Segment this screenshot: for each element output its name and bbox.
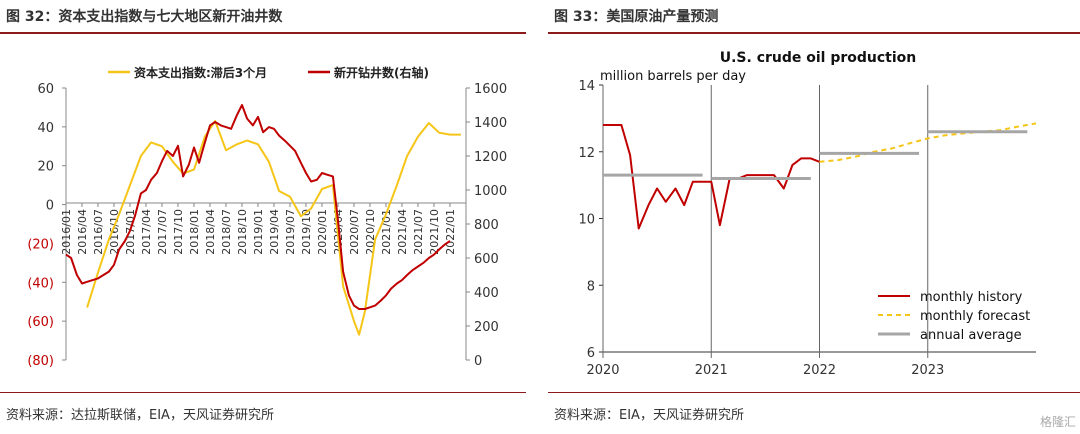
figure-33-source: 资料来源：EIA，天风证券研究所 xyxy=(554,408,744,423)
legend-history-label: monthly history xyxy=(920,290,1023,305)
left-y-tick-label: 20 xyxy=(37,160,54,175)
right-y-tick-label: 1400 xyxy=(474,116,507,131)
legend-wells-label: 新开钻井数(右轴) xyxy=(334,65,429,80)
figure-32-source: 资料来源：达拉斯联储，EIA，天风证券研究所 xyxy=(6,408,274,423)
figure-32-bottom-rule xyxy=(0,392,526,393)
x-tick-label: 2016/01 xyxy=(60,209,73,255)
figure-32-panel: 图 32：资本支出指数与七大地区新开油井数 (80) (60) (40) (20) 0 2… xyxy=(0,0,526,434)
x-tick-label: 2016/10 xyxy=(108,209,121,255)
right-y-tick-label: 1000 xyxy=(474,184,507,199)
right-y-tick-label: 800 xyxy=(474,218,499,233)
legend-forecast-label: monthly forecast xyxy=(920,309,1030,324)
figure-32-title: 图 32：资本支出指数与七大地区新开油井数 xyxy=(6,9,283,25)
left-y-tick-label: 0 xyxy=(46,199,54,214)
left-y-tick-label: (80) xyxy=(27,354,54,369)
y-axis-label: million barrels per day xyxy=(600,69,746,84)
x-tick-label: 2020/07 xyxy=(348,209,361,255)
x-tick-label: 2021/04 xyxy=(396,209,409,255)
x-tick-label: 2022/01 xyxy=(444,209,457,255)
legend-annual-label: annual average xyxy=(920,328,1022,343)
legend-capex-label: 资本支出指数:滞后3个月 xyxy=(134,65,267,80)
figure-32-top-rule xyxy=(0,32,526,34)
capex-index-line xyxy=(86,120,461,336)
right-y-tick-label: 200 xyxy=(474,320,499,335)
x-tick-label: 2019/07 xyxy=(284,209,297,255)
x-tick-label: 2021/01 xyxy=(380,209,393,255)
x-tick-label: 2021 xyxy=(695,363,728,378)
figure-33-panel: 图 33：美国原油产量预测 U.S. crude oil production m… xyxy=(548,0,1080,434)
y-tick-label: 6 xyxy=(587,346,595,361)
x-tick-label: 2018/01 xyxy=(188,209,201,255)
us-crude-production-chart: U.S. crude oil production million barrels… xyxy=(578,50,1037,378)
x-tick-label: 2019/04 xyxy=(268,209,281,255)
y-tick-label: 12 xyxy=(578,146,595,161)
x-tick-label: 2016/04 xyxy=(76,209,89,255)
x-tick-label: 2019/10 xyxy=(300,209,313,255)
y-tick-label: 14 xyxy=(578,79,595,94)
x-tick-label: 2017/10 xyxy=(172,209,185,255)
monthly-forecast-line xyxy=(819,122,1037,163)
figure-33-title: 图 33：美国原油产量预测 xyxy=(554,9,719,25)
right-y-tick-label: 1200 xyxy=(474,150,507,165)
left-y-tick-label: (20) xyxy=(27,237,54,252)
x-tick-label: 2021/07 xyxy=(412,209,425,255)
left-y-tick-label: 60 xyxy=(37,82,54,97)
right-y-tick-label: 0 xyxy=(474,354,482,369)
x-tick-label: 2020/10 xyxy=(364,209,377,255)
right-y-tick-label: 1600 xyxy=(474,82,507,97)
x-tick-label: 2021/10 xyxy=(428,209,441,255)
figure-33-bottom-rule xyxy=(548,392,1080,393)
x-tick-label: 2018/10 xyxy=(236,209,249,255)
x-tick-label: 2017/04 xyxy=(140,209,153,255)
x-tick-label: 2020/01 xyxy=(316,209,329,255)
x-tick-label: 2018/07 xyxy=(220,209,233,255)
x-tick-label: 2020 xyxy=(586,363,619,378)
monthly-history-line xyxy=(603,124,820,230)
capex-wells-chart: (80)(60)(40)(20)020406002004006008001000… xyxy=(27,65,507,369)
x-tick-label: 2018/04 xyxy=(204,209,217,255)
chart-title: U.S. crude oil production xyxy=(720,50,917,66)
x-tick-label: 2023 xyxy=(911,363,944,378)
new-wells-line xyxy=(65,104,451,310)
x-tick-label: 2019/01 xyxy=(252,209,265,255)
figure-33-top-rule xyxy=(548,32,1080,34)
x-tick-label: 2017/07 xyxy=(156,209,169,255)
right-y-tick-label: 600 xyxy=(474,252,499,267)
left-y-tick-label: (40) xyxy=(27,276,54,291)
right-y-tick-label: 400 xyxy=(474,286,499,301)
y-tick-label: 10 xyxy=(578,213,595,228)
y-tick-label: 8 xyxy=(587,279,595,294)
left-y-tick-label: 40 xyxy=(37,121,54,136)
x-tick-label: 2016/07 xyxy=(92,209,105,255)
left-y-tick-label: (60) xyxy=(27,315,54,330)
x-tick-label: 2022 xyxy=(803,363,836,378)
watermark-logo: 格隆汇 xyxy=(1039,415,1076,429)
